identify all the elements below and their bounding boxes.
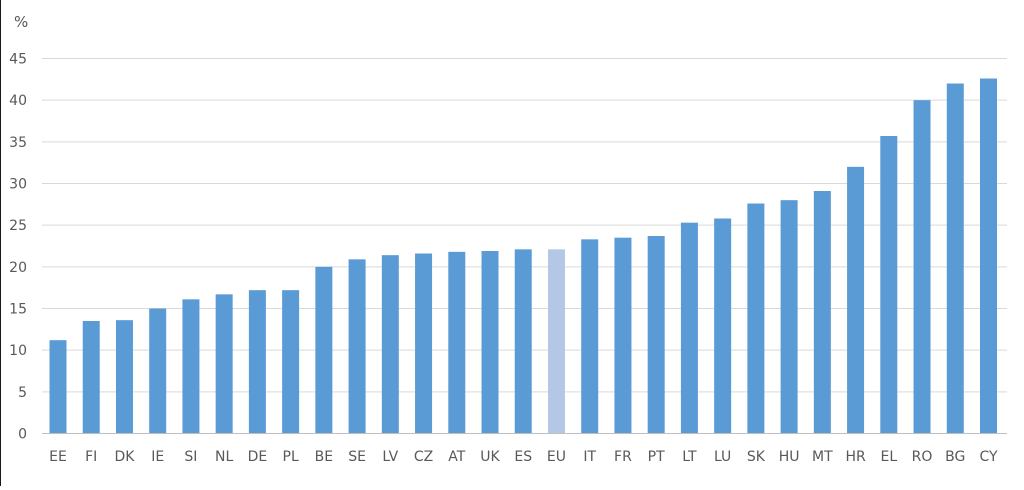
x-tick-label-uk: UK <box>480 449 500 465</box>
x-tick-label-de: DE <box>248 449 268 465</box>
bar-de <box>248 290 266 434</box>
y-tick-label: 40 <box>9 93 27 109</box>
x-tick-label-se: SE <box>348 449 366 465</box>
x-tick-label-es: ES <box>514 449 532 465</box>
bar-se <box>348 259 366 434</box>
x-tick-label-hr: HR <box>845 449 866 465</box>
bar-dk <box>115 320 133 434</box>
y-tick-label: 20 <box>9 260 27 276</box>
bar-pl <box>282 290 300 434</box>
bar-hu <box>780 200 798 434</box>
bar-ro <box>913 100 931 434</box>
x-tick-label-cz: CZ <box>414 449 433 465</box>
x-tick-label-eu: EU <box>547 449 566 465</box>
bar-it <box>581 239 599 434</box>
y-tick-label: 30 <box>9 177 27 193</box>
x-tick-label-pl: PL <box>283 449 299 465</box>
bar-hr <box>847 166 865 434</box>
left-frame-border <box>0 0 1 486</box>
y-tick-label: 35 <box>9 135 27 151</box>
bar-fi <box>82 321 100 434</box>
x-tick-label-ie: IE <box>151 449 164 465</box>
y-tick-label: 15 <box>9 302 27 318</box>
y-tick-label: 5 <box>18 385 27 401</box>
bar-sk <box>747 203 765 434</box>
bar-fr <box>614 237 632 434</box>
x-tick-label-it: IT <box>583 449 596 465</box>
bar-lu <box>714 218 732 434</box>
x-tick-label-si: SI <box>184 449 197 465</box>
bar-lv <box>381 255 399 434</box>
bar-es <box>514 249 532 434</box>
x-tick-label-be: BE <box>315 449 333 465</box>
bar-el <box>880 136 898 434</box>
bar-eu <box>547 249 565 434</box>
y-tick-label: 10 <box>9 343 27 359</box>
bar-at <box>448 251 466 434</box>
x-tick-label-nl: NL <box>215 449 233 465</box>
y-tick-label: 0 <box>18 427 27 443</box>
x-tick-label-at: AT <box>448 449 465 465</box>
bar-ee <box>49 340 67 434</box>
x-tick-label-ro: RO <box>912 449 933 465</box>
x-tick-label-cy: CY <box>979 449 998 465</box>
x-tick-label-fi: FI <box>85 449 97 465</box>
x-tick-label-lv: LV <box>382 449 398 465</box>
y-axis-label: % <box>14 13 28 31</box>
x-tick-label-mt: MT <box>812 449 833 465</box>
x-tick-label-hu: HU <box>779 449 800 465</box>
bar-lt <box>680 222 698 434</box>
y-tick-label: 25 <box>9 218 27 234</box>
x-tick-label-ee: EE <box>49 449 67 465</box>
y-axis-ticks: 0 5 10 15 20 25 30 35 40 45 <box>9 52 27 443</box>
bar-uk <box>481 251 499 434</box>
bar-nl <box>215 294 233 434</box>
x-tick-label-dk: DK <box>114 449 135 465</box>
x-tick-label-el: EL <box>880 449 897 465</box>
x-tick-label-lu: LU <box>714 449 731 465</box>
bar-si <box>182 299 200 434</box>
bar-cy <box>980 78 997 434</box>
bar-pt <box>647 236 665 434</box>
x-axis-ticks: EE FI DK IE SI NL DE PL BE SE LV CZ AT UK ES EU IT FR PT LT… <box>49 449 998 465</box>
gridlines <box>42 58 1007 393</box>
bar-ie <box>149 308 167 434</box>
x-tick-label-lt: LT <box>682 449 697 465</box>
bar-bg <box>946 83 964 434</box>
bar-be <box>315 266 333 434</box>
x-tick-label-bg: BG <box>945 449 965 465</box>
bar-cz <box>415 253 433 434</box>
bars <box>49 78 997 434</box>
bar-mt <box>813 191 831 434</box>
y-tick-label: 45 <box>9 52 27 68</box>
x-tick-label-pt: PT <box>648 449 665 465</box>
x-tick-label-fr: FR <box>614 449 632 465</box>
x-tick-label-sk: SK <box>747 449 766 465</box>
